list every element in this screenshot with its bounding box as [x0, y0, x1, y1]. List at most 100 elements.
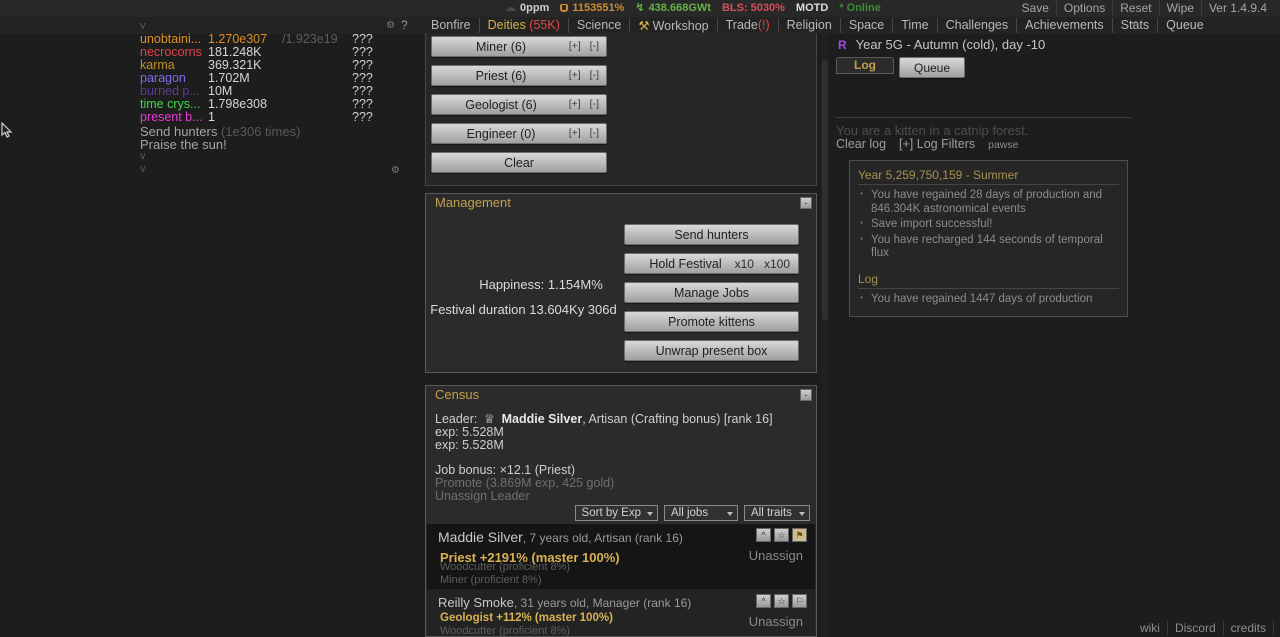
tab-achievements[interactable]: Achievements [1016, 18, 1112, 33]
log-section: Log You have regained 1447 days of produ… [858, 269, 1119, 307]
tab-workshop[interactable]: ⚒ Workshop [629, 18, 716, 33]
promote-leader-link[interactable]: Promote (3.869M exp, 425 gold) [435, 476, 615, 490]
reset-link[interactable]: Reset [1112, 1, 1158, 15]
census-collapse-button[interactable]: - [800, 389, 812, 401]
center-column-scrollbar[interactable] [821, 34, 829, 637]
weather-stat: ☁ 0ppm [505, 1, 550, 15]
trait-filter-select[interactable]: All traits [744, 505, 810, 521]
census-row-reilly: Reilly Smoke, 31 years old, Manager (ran… [427, 589, 815, 636]
resource-row-paragon[interactable]: paragon 1.702M ??? [140, 71, 373, 85]
footer-links: wiki Discord credits [1133, 621, 1274, 635]
add-miner-button[interactable]: [+] [568, 40, 581, 52]
online-status[interactable]: * Online [839, 1, 881, 14]
log-entry: Save import successful! [858, 218, 1119, 232]
discord-link[interactable]: Discord [1168, 621, 1224, 635]
promote-kittens-button[interactable]: Promote kittens [624, 311, 799, 332]
save-link[interactable]: Save [1021, 1, 1049, 15]
job-bonus-readout: Job bonus: ×12.1 (Priest) [435, 463, 576, 477]
resource-row-time-crystal[interactable]: time crys... 1.798e308 ??? [140, 97, 373, 111]
mouse-cursor [1, 122, 13, 138]
resource-row-necrocorns[interactable]: necrocorns 181.248K ??? [140, 45, 373, 59]
engineer-job-button[interactable]: Engineer (0) [+] [-] [431, 123, 607, 144]
leader-flag-icon[interactable]: ⚑ [792, 528, 807, 542]
gear-icon-small[interactable]: ⚙ [391, 165, 400, 176]
send-hunters-link[interactable]: Send hunters (1e306 times) [140, 124, 301, 139]
unwrap-present-box-button[interactable]: Unwrap present box [624, 340, 799, 361]
log-entry: You have recharged 144 seconds of tempor… [858, 234, 1119, 261]
miner-job-button[interactable]: Miner (6) [+] [-] [431, 36, 607, 57]
management-collapse-button[interactable]: - [800, 197, 812, 209]
gear-icon[interactable]: ⚙ [386, 20, 395, 31]
praise-the-sun-link[interactable]: Praise the sun! [140, 137, 227, 152]
add-engineer-button[interactable]: [+] [568, 127, 581, 139]
make-leader-star-icon[interactable]: ☆ [774, 594, 789, 608]
census-filters: Sort by Exp All jobs All traits [574, 505, 810, 521]
hold-festival-x100-button[interactable]: x100 [763, 257, 790, 271]
remove-priest-button[interactable]: [-] [589, 69, 599, 81]
sort-select[interactable]: Sort by Exp [574, 505, 658, 521]
happiness-stat: 1153551% [560, 2, 624, 14]
credits-link[interactable]: credits [1224, 621, 1274, 635]
promote-kitten-button[interactable]: ^ [756, 594, 771, 608]
calendar-readout: R Year 5G - Autumn (cold), day -10 [838, 37, 1045, 52]
log-section: Year 5,259,750,159 - Summer You have reg… [858, 165, 1119, 261]
options-link[interactable]: Options [1055, 1, 1112, 15]
tab-trade[interactable]: Trade(!) [716, 18, 778, 33]
section-collapse-icon-1[interactable]: v [140, 150, 146, 162]
clear-jobs-button[interactable]: Clear [431, 152, 607, 173]
resource-row-burned-paragon[interactable]: burned p... 10M ??? [140, 84, 373, 98]
unassign-job-link[interactable]: Unassign [748, 614, 803, 629]
remove-geologist-button[interactable]: [-] [589, 98, 599, 110]
calendar-text: Year 5G - Autumn (cold), day -10 [855, 37, 1046, 52]
unassign-leader-link[interactable]: Unassign Leader [435, 489, 530, 503]
resource-row-karma[interactable]: karma 369.321K ??? [140, 58, 373, 72]
wipe-link[interactable]: Wipe [1158, 1, 1201, 15]
manage-jobs-button[interactable]: Manage Jobs [624, 282, 799, 303]
make-leader-star-icon[interactable]: ☆ [774, 528, 789, 542]
unassign-job-link[interactable]: Unassign [748, 548, 803, 563]
add-geologist-button[interactable]: [+] [568, 98, 581, 110]
remove-engineer-button[interactable]: [-] [589, 127, 599, 139]
resource-list: unobtaini... 1.270e307 /1.923e19 ??? nec… [140, 33, 402, 124]
tab-queue[interactable]: Queue [1157, 18, 1212, 33]
promote-kitten-button[interactable]: ^ [756, 528, 771, 542]
section-collapse-icon-2[interactable]: v [140, 163, 146, 175]
remove-miner-button[interactable]: [-] [589, 40, 599, 52]
resource-row-unobtainium[interactable]: unobtaini... 1.270e307 /1.923e19 ??? [140, 32, 373, 46]
geologist-job-button[interactable]: Geologist (6) [+] [-] [431, 94, 607, 115]
ppm-value: 0ppm [520, 1, 550, 14]
tab-deities[interactable]: Deities (55K) [478, 18, 568, 33]
hold-festival-button[interactable]: Hold Festival x10 x100 [624, 253, 799, 274]
hold-festival-x10-button[interactable]: x10 [734, 257, 754, 271]
resources-collapse-icon[interactable]: v [140, 20, 146, 32]
resource-row-present-box[interactable]: present b... 1 ??? [140, 110, 373, 124]
priest-job-button[interactable]: Priest (6) [+] [-] [431, 65, 607, 86]
tab-challenges[interactable]: Challenges [936, 18, 1017, 33]
add-priest-button[interactable]: [+] [568, 69, 581, 81]
calendar-event-marker: R [838, 37, 847, 52]
job-filter-select[interactable]: All jobs [664, 505, 738, 521]
tab-time[interactable]: Time [892, 18, 936, 33]
motd-link[interactable]: MOTD [795, 1, 829, 14]
tab-religion[interactable]: Religion [777, 18, 840, 33]
tab-space[interactable]: Space [839, 18, 892, 33]
happiness-icon [560, 3, 569, 12]
tab-queue-panel[interactable]: Queue [899, 57, 965, 78]
help-icon[interactable]: ? [401, 18, 408, 32]
log-divider [835, 117, 1131, 118]
tab-bonfire[interactable]: Bonfire [431, 18, 471, 32]
clear-log-link[interactable]: Clear log [836, 137, 887, 151]
log-filters-link[interactable]: [+] Log Filters [899, 137, 976, 151]
send-hunters-button[interactable]: Send hunters [624, 224, 799, 245]
kitten-skill: Woodcutter (proficient 8%) [440, 561, 571, 573]
flag-icon[interactable]: ⚐ [792, 594, 807, 608]
tab-science[interactable]: Science [567, 18, 629, 33]
scrollbar-thumb[interactable] [822, 60, 828, 320]
pawse-link[interactable]: pawse [988, 139, 1019, 151]
tab-stats[interactable]: Stats [1111, 18, 1158, 33]
collapse-right-column-icon[interactable]: < [1131, 18, 1138, 30]
tab-log[interactable]: Log [836, 57, 894, 74]
wiki-link[interactable]: wiki [1133, 621, 1168, 635]
log-section-header: Year 5,259,750,159 - Summer [858, 165, 1119, 185]
